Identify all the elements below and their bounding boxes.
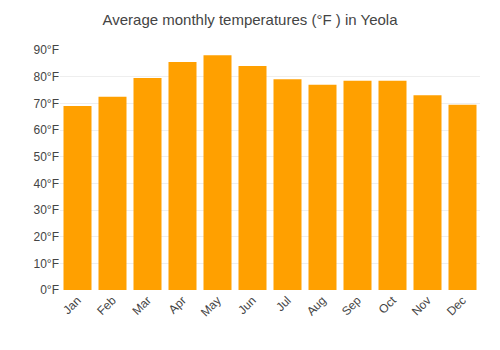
svg-text:May: May [198,293,224,319]
svg-text:Aug: Aug [304,293,329,318]
svg-text:40°F: 40°F [34,177,59,191]
svg-text:Mar: Mar [129,293,154,318]
svg-text:60°F: 60°F [34,123,59,137]
svg-text:Dec: Dec [444,293,469,318]
svg-text:50°F: 50°F [34,150,59,164]
svg-text:Nov: Nov [409,293,434,318]
svg-text:Oct: Oct [376,293,400,317]
svg-text:80°F: 80°F [34,70,59,84]
svg-text:Feb: Feb [94,293,119,318]
svg-text:90°F: 90°F [34,43,59,57]
svg-text:0°F: 0°F [40,283,59,297]
svg-text:10°F: 10°F [34,257,59,271]
svg-text:Jul: Jul [273,293,294,314]
svg-text:Jan: Jan [60,293,84,317]
svg-text:30°F: 30°F [34,203,59,217]
svg-text:70°F: 70°F [34,97,59,111]
svg-text:Apr: Apr [166,293,189,316]
svg-text:Average monthly temperatures (: Average monthly temperatures (°F ) in Ye… [102,11,398,28]
svg-text:Jun: Jun [235,293,259,317]
svg-text:20°F: 20°F [34,230,59,244]
svg-text:Sep: Sep [339,293,364,318]
